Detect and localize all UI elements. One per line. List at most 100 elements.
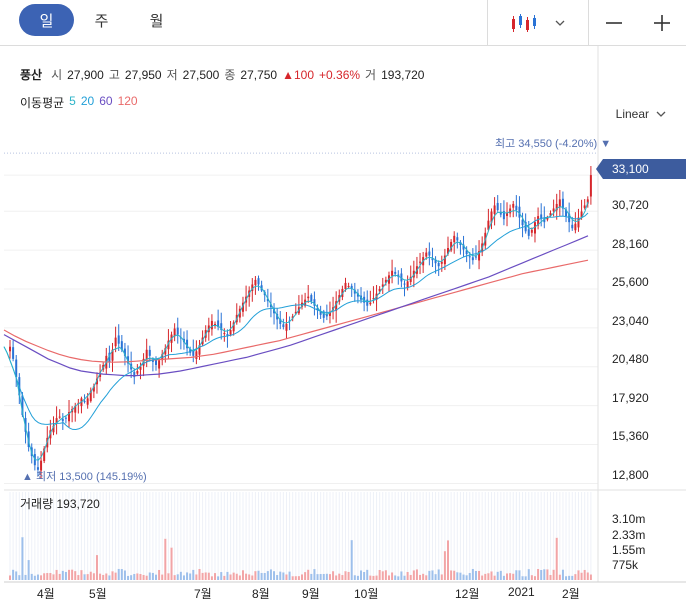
volume-bar [366,569,369,580]
change-value: ▲100 [282,68,314,82]
candle-body [114,337,117,347]
volume-bar [92,573,95,580]
volume-bar [447,540,449,580]
chart-type-selector[interactable] [488,0,588,46]
candle-body [117,335,120,344]
volume-bar [487,573,490,580]
candle-body [518,206,521,218]
zoom-in-button[interactable] [638,0,686,46]
candle-body [431,258,434,261]
candle-body [425,252,428,257]
volume-bar [80,570,83,580]
volume-bar [164,538,167,580]
candle-body [229,330,232,335]
volume-bar [276,575,279,580]
candle-body [285,323,288,331]
volume-bar [456,572,459,580]
volume-bar [580,572,583,580]
tab-weekly[interactable]: 주 [94,12,109,30]
volume-tick-label: 2.33m [612,528,646,542]
volume-bar [403,575,406,580]
volume-bar [61,570,64,580]
x-tick-label: 2월 [562,587,580,601]
candle-body [478,251,481,261]
volume-bar [285,574,288,580]
volume-bar [484,573,487,580]
zoom-in-icon [654,15,670,31]
ma-label: 이동평균 [20,96,65,110]
volume-bar [223,575,226,580]
candle-body [406,281,409,288]
candle-body [583,205,586,208]
volume-bar [387,575,390,580]
zoom-out-button[interactable] [590,0,638,46]
volume-bar [297,576,300,580]
candle-body [282,324,285,327]
candle-body [257,278,260,285]
y-tick-label: 23,040 [612,314,649,328]
volume-bar [583,569,586,580]
volume-bar [568,575,571,580]
volume-bar [537,568,540,580]
volume-bar [400,571,403,580]
current-price-tag: 33,100 [596,159,686,179]
volume-bar [186,572,189,580]
candle-body [210,320,213,330]
volume-bar [269,569,272,580]
y-tick-label: 25,600 [612,275,649,289]
volume-bar [46,573,49,580]
candle-body [220,323,223,331]
candle-body [369,302,372,305]
candle-body [344,282,347,290]
volume-bar [425,575,428,580]
candle-body [574,223,577,231]
scale-selector[interactable]: Linear [616,107,666,121]
candle-body [198,345,201,355]
candle-body [83,401,86,403]
volume-bar [412,570,415,580]
volume-bar [530,575,533,580]
volume-bar [179,571,182,580]
volume-bar [322,573,325,580]
chevron-down-icon [656,111,666,117]
x-tick-label: 8월 [252,587,270,601]
candle-body [353,289,356,294]
scale-label: Linear [615,107,649,121]
candle-body [241,302,244,312]
candle-body [136,371,139,374]
tab-monthly[interactable]: 월 [149,12,164,30]
volume-bar [450,570,453,580]
y-tick-label: 12,800 [612,468,649,482]
volume-bar [251,575,254,580]
candle-body [61,418,64,422]
low-value: 27,500 [182,68,220,82]
volume-panel-value: 193,720 [56,497,100,511]
volume-label: 거 [365,68,377,82]
x-tick-label: 4월 [37,587,55,601]
volume-bar [127,575,130,580]
ma120-label: 120 [117,94,138,108]
volume-bar [546,569,549,580]
volume-bar [471,568,474,580]
low-label: 저 [166,68,178,82]
volume-bar [226,571,229,580]
candle-body [254,279,257,286]
candle-body [186,339,189,349]
volume-bar [490,571,493,580]
candle-body [269,304,272,308]
candle-body [217,320,220,327]
volume-bar [89,571,92,580]
candle-body [21,395,24,416]
volume-bar [360,570,363,580]
volume-bar [384,570,387,580]
volume-bar [99,573,102,580]
volume-bar [341,575,344,580]
candle-body [9,346,11,352]
volume-bar [294,576,297,580]
y-tick-label: 15,360 [612,429,649,443]
candle-body [36,467,39,470]
tab-daily[interactable]: 일 [19,4,74,36]
candle-body [447,248,449,254]
volume-bar [201,572,204,580]
